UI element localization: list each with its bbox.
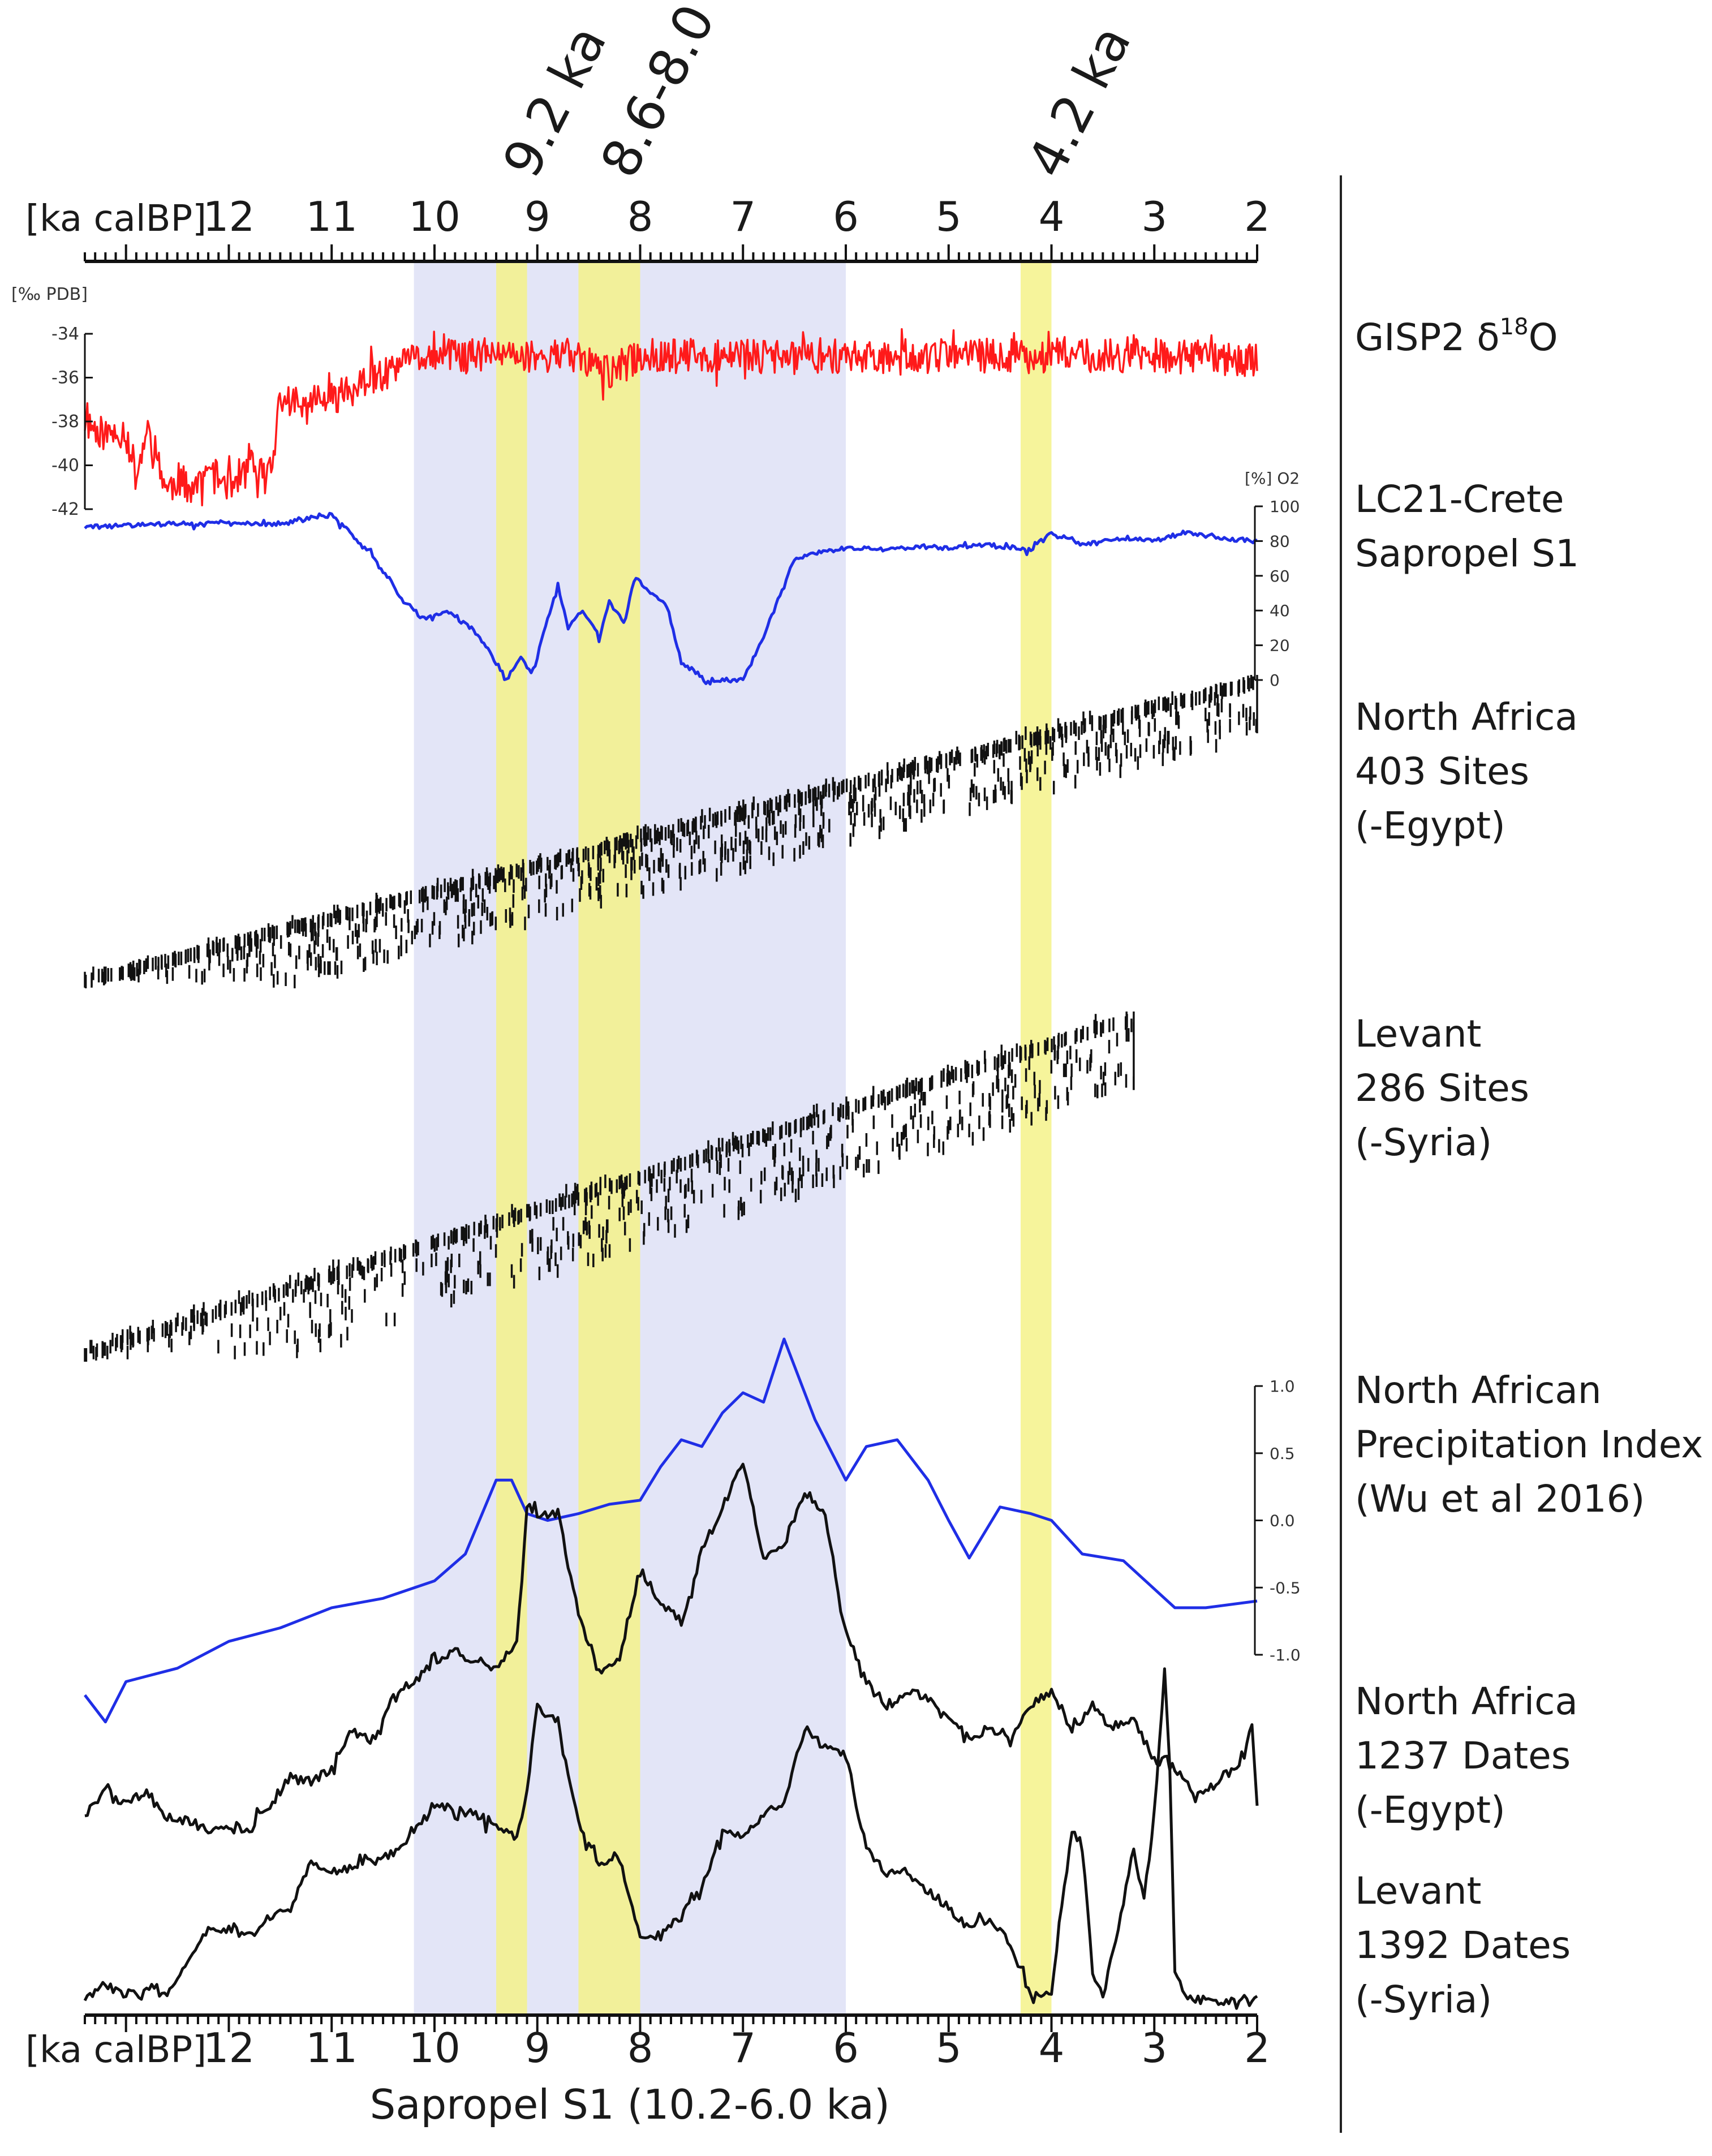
label-line: Levant (1355, 1012, 1482, 1056)
y-tick-label: 0.0 (1270, 1512, 1295, 1530)
lc21-line (84, 511, 1258, 686)
tick-label: 2 (1244, 2024, 1270, 2072)
event-labels: 9.2 ka8.6-8.0 ka 4.2 ka (492, 0, 1143, 187)
tick-label: 4 (1039, 2024, 1065, 2072)
label-line: LC21-Crete (1355, 477, 1564, 521)
y-axis-unit: [%] O2 (1245, 469, 1300, 488)
y-tick-label: 60 (1270, 567, 1290, 586)
tick-label: 9 (524, 2024, 550, 2072)
label-gisp2-suffix: O (1528, 316, 1558, 359)
event-label: 8.6-8.0 ka (589, 0, 762, 187)
tick-label: 9 (524, 193, 550, 240)
tick-label: 12 (203, 2024, 255, 2072)
tick-label: 6 (833, 2024, 859, 2072)
label-gisp2: GISP2 δ18O (1355, 300, 1558, 365)
y-tick-label: -38 (51, 412, 79, 432)
event-band (496, 261, 527, 2015)
label-line: (-Egypt) (1355, 1788, 1505, 1832)
label-line: 1392 Dates (1355, 1923, 1571, 1967)
label-line: (-Syria) (1355, 1121, 1492, 1164)
axis-unit-label: [ka calBP] (25, 2029, 207, 2071)
label-line: Precipitation Index (1355, 1423, 1704, 1466)
tick-label: 8 (627, 193, 653, 240)
label-na-dates: North Africa 1237 Dates (-Egypt) (1355, 1675, 1578, 1837)
bottom-time-axis: 12 11 10 9 8 7 6 5 4 3 2 [ka calBP] Sapropel S1 (10.… (25, 2013, 1270, 2128)
tick-label: 5 (936, 2024, 962, 2072)
label-na-sites: North Africa 403 Sites (-Egypt) (1355, 690, 1578, 853)
label-lev-sites: Levant 286 Sites (-Syria) (1355, 1007, 1529, 1170)
y-tick-label: 1.0 (1270, 1377, 1295, 1396)
axis-unit-label: [ka calBP] (25, 198, 207, 240)
label-line: Sapropel S1 (1355, 532, 1579, 575)
label-line: 1237 Dates (1355, 1734, 1571, 1778)
tick-label: 6 (833, 193, 859, 240)
label-line: (-Syria) (1355, 1978, 1492, 2021)
tick-label: 10 (408, 193, 461, 240)
tick-label: 12 (203, 193, 255, 240)
label-lc21: LC21-Crete Sapropel S1 (1355, 472, 1579, 581)
label-line: North Africa (1355, 695, 1578, 739)
label-line: 403 Sites (1355, 750, 1530, 793)
tick-label: 8 (627, 2024, 653, 2072)
tick-label: 5 (936, 193, 962, 240)
levant-sites-raster (84, 1012, 1135, 1362)
levant-dates-line (83, 1667, 1258, 2010)
y-tick-label: -42 (51, 500, 79, 519)
event-band (578, 261, 640, 2015)
label-line: North Africa (1355, 1680, 1578, 1723)
y-tick-label: 20 (1270, 636, 1290, 655)
y-tick-label: -36 (51, 368, 79, 388)
label-line: 286 Sites (1355, 1066, 1530, 1110)
label-line: (-Egypt) (1355, 804, 1505, 847)
event-label: 4.2 ka (1016, 16, 1142, 187)
label-lev-dates: Levant 1392 Dates (-Syria) (1355, 1864, 1571, 2027)
label-gisp2-text: GISP2 δ (1355, 316, 1500, 359)
tick-label: 11 (306, 193, 358, 240)
data-series: -34 -36 -38 -40 -42 [‰ PDB] 0 20 40 60 80 100 [%] O2… (11, 285, 1301, 2010)
label-line: North African (1355, 1369, 1602, 1412)
y-axis-unit: [‰ PDB] (11, 285, 88, 304)
y-tick-label: 0 (1270, 671, 1280, 690)
y-tick-label: 40 (1270, 601, 1290, 620)
tick-label: 11 (306, 2024, 358, 2072)
y-tick-label: 100 (1270, 497, 1300, 516)
tick-label: 7 (730, 2024, 756, 2072)
label-precip-index: North African Precipitation Index (Wu et… (1355, 1363, 1703, 1526)
label-line: Levant (1355, 1869, 1482, 1913)
na-sites-raster (84, 675, 1258, 988)
precip-index-line (84, 1337, 1258, 1724)
y-tick-label: 80 (1270, 532, 1290, 550)
y-tick-label: -1.0 (1270, 1646, 1301, 1664)
tick-label: 10 (408, 2024, 461, 2072)
label-line: (Wu et al 2016) (1355, 1477, 1645, 1521)
y-tick-label: -40 (51, 456, 79, 476)
y-tick-label: 0.5 (1270, 1444, 1295, 1463)
tick-label: 7 (730, 193, 756, 240)
x-axis-title: Sapropel S1 (10.2-6.0 ka) (370, 2081, 890, 2128)
y-tick-label: -0.5 (1270, 1578, 1301, 1597)
shaded-periods (414, 261, 1052, 2015)
tick-label: 3 (1141, 2024, 1167, 2072)
y-tick-label: -34 (51, 324, 79, 344)
event-band (1020, 261, 1052, 2015)
na-dates-line (84, 1462, 1259, 1835)
tick-label: 4 (1039, 193, 1065, 240)
top-time-axis: 12 11 10 9 8 7 6 5 4 3 2 [ka calBP] (25, 193, 1270, 263)
tick-label: 2 (1244, 193, 1270, 240)
site-rasters (84, 675, 1258, 1362)
gisp2-line (84, 328, 1258, 507)
label-gisp2-superscript: 18 (1499, 314, 1529, 340)
tick-label: 3 (1141, 193, 1167, 240)
